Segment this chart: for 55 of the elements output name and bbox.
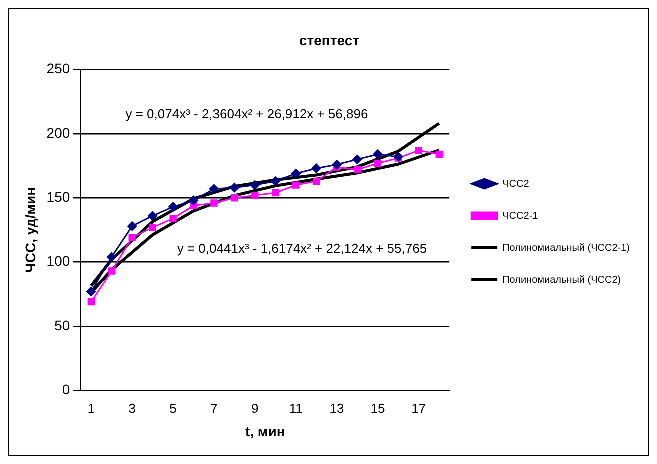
point — [149, 224, 156, 232]
x-tick-label: 7 — [210, 400, 218, 416]
point — [291, 168, 301, 178]
point — [374, 160, 382, 168]
point — [209, 184, 219, 194]
point — [148, 211, 158, 221]
chart-title: стептест — [300, 32, 360, 48]
x-tick-label: 13 — [330, 400, 344, 416]
point — [354, 166, 362, 174]
point — [128, 234, 136, 242]
point — [312, 164, 322, 174]
point — [170, 215, 177, 222]
legend-label: Полиномиальный (ЧСС2) — [502, 274, 622, 286]
point — [250, 180, 260, 190]
point — [292, 182, 300, 189]
x-tick-label: 11 — [289, 400, 303, 416]
point — [436, 150, 443, 158]
point — [210, 200, 218, 207]
legend-label: Полиномиальный (ЧСС2-1) — [502, 242, 630, 254]
x-tick-label: 17 — [412, 400, 426, 416]
y-tick-label: 100 — [46, 253, 70, 270]
y-tick-label: 50 — [54, 317, 70, 334]
annotation: y = 0,074x³ - 2,3604x² + 26,912x + 56,896 — [126, 106, 368, 122]
point — [88, 298, 95, 306]
point — [272, 189, 280, 197]
point — [168, 202, 178, 212]
point — [373, 150, 383, 160]
annotation: y = 0,0441x³ - 1,6174x² + 22,124x + 55,765 — [177, 241, 428, 256]
point — [107, 252, 117, 262]
x-tick-label: 9 — [252, 400, 259, 416]
y-tick-label: 150 — [46, 188, 70, 205]
legend-label: ЧСС2-1 — [502, 210, 539, 222]
x-tick-label: 3 — [128, 400, 136, 416]
point — [270, 176, 280, 186]
x-tick-label: 5 — [170, 400, 177, 416]
point — [230, 183, 240, 193]
x-axis-title: t, мин — [245, 423, 286, 440]
point — [352, 154, 362, 164]
point — [394, 152, 404, 162]
point — [188, 196, 198, 206]
point — [415, 147, 422, 154]
point — [128, 222, 138, 232]
y-tick-label: 0 — [62, 381, 70, 398]
y-tick-label: 200 — [46, 124, 70, 141]
x-tick-label: 1 — [88, 400, 96, 416]
point — [312, 178, 320, 186]
y-axis-title: ЧСС, уд/мин — [22, 187, 38, 273]
point — [231, 194, 238, 202]
y-tick-label: 250 — [46, 60, 70, 77]
point — [332, 160, 342, 170]
point — [108, 268, 116, 275]
point — [252, 192, 259, 200]
point — [86, 287, 96, 297]
x-tick-label: 15 — [370, 400, 386, 416]
legend-label: ЧСС2 — [502, 178, 530, 190]
